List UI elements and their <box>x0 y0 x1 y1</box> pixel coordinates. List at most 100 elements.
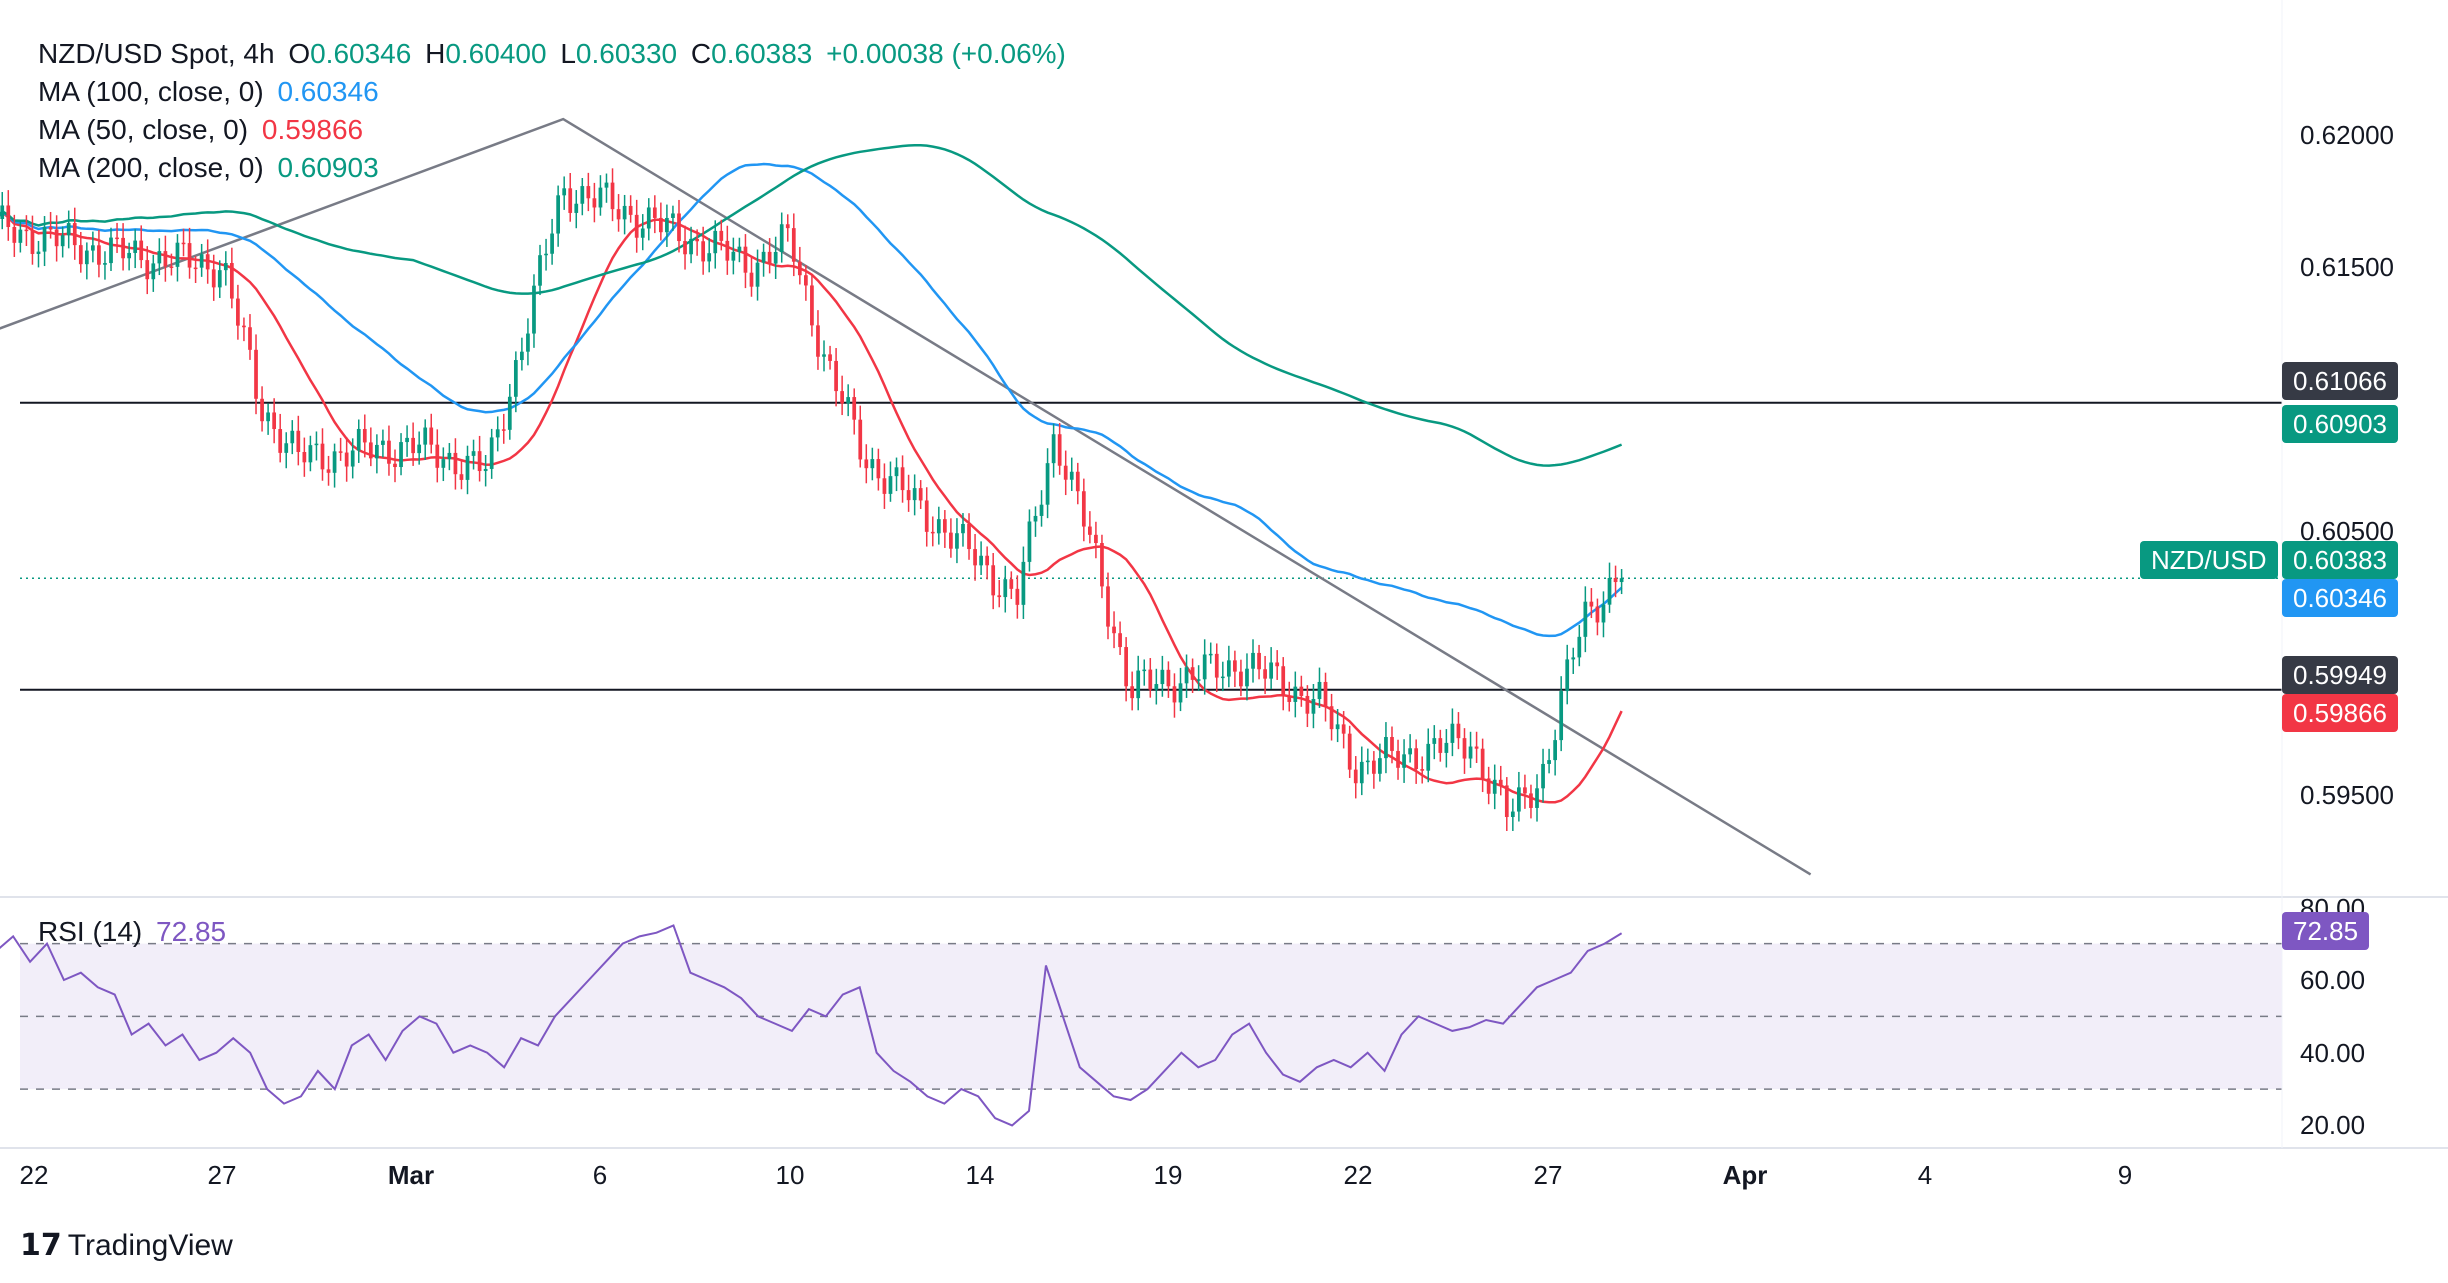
candle-body <box>683 241 687 255</box>
x-tick-10: 10 <box>775 1160 805 1190</box>
candle-body <box>743 246 748 273</box>
candle-body <box>453 452 458 475</box>
candle-body <box>973 549 977 566</box>
candle-body <box>193 267 198 270</box>
candle-body <box>495 429 500 438</box>
high-label: H <box>425 38 446 69</box>
rsi-legend[interactable]: RSI (14) 72.85 <box>38 914 232 950</box>
candle-body <box>151 263 156 280</box>
candle-body <box>719 230 724 241</box>
candle-body <box>779 224 784 252</box>
candle-body <box>846 397 851 404</box>
candle-body <box>242 325 246 328</box>
candle-body <box>598 187 603 208</box>
candle-body <box>1021 561 1026 605</box>
candle-body <box>429 427 434 445</box>
candle-body <box>1541 763 1545 789</box>
symbol-title: NZD/USD Spot, 4h <box>38 38 275 69</box>
x-tick-9: 9 <box>2117 1160 2133 1190</box>
rsi-label: RSI (14) <box>38 916 143 947</box>
ma200-legend[interactable]: MA (200, close, 0) 0.60903 <box>38 150 385 186</box>
ma200-value: 0.60903 <box>277 152 379 183</box>
high-value: 0.60400 <box>445 38 547 69</box>
candle-body <box>876 459 881 479</box>
candle-body <box>199 254 204 268</box>
candle-body <box>1106 586 1110 627</box>
candle-body <box>900 467 905 491</box>
candle-body <box>127 252 131 259</box>
candle-body <box>1172 686 1177 703</box>
candle-body <box>1335 724 1340 730</box>
candle-body <box>103 263 107 265</box>
candle-body <box>1565 659 1570 692</box>
candle-body <box>912 488 917 501</box>
candle-body <box>1571 657 1576 660</box>
candle-body <box>1208 653 1213 656</box>
candle-body <box>211 269 216 288</box>
ma50-label: MA (50, close, 0) <box>38 114 249 145</box>
candle-body <box>344 452 349 467</box>
trendline <box>0 117 1812 876</box>
candle-body <box>109 237 113 264</box>
candle-body <box>133 240 138 253</box>
candle-body <box>447 452 452 460</box>
candle-body <box>169 266 174 268</box>
candle-body <box>368 442 373 459</box>
candle-body <box>302 452 307 463</box>
candle-body <box>411 437 415 454</box>
ma50-value: 0.59866 <box>261 114 364 145</box>
trendline-path <box>0 117 1812 876</box>
candle-body <box>1281 666 1286 697</box>
candle-body <box>1269 662 1274 679</box>
candle-body <box>1559 691 1564 741</box>
candle-body <box>115 237 119 240</box>
candle-body <box>1535 788 1539 808</box>
candle-body <box>0 205 5 219</box>
ma50-legend[interactable]: MA (50, close, 0) 0.59866 <box>38 112 369 148</box>
candle-body <box>870 459 875 469</box>
candle-body <box>1595 606 1600 623</box>
candle-body <box>236 298 240 326</box>
candle-body <box>1456 723 1461 739</box>
candle-body <box>121 237 125 259</box>
candle-body <box>1142 669 1147 672</box>
moving-averages <box>0 143 1623 804</box>
candle-body <box>1359 761 1364 784</box>
candle-body <box>804 275 808 286</box>
candle-body <box>1112 626 1116 634</box>
low-label: L <box>560 38 576 69</box>
x-tick-6: 6 <box>592 1160 608 1190</box>
candle-body <box>918 488 923 501</box>
candle-body <box>97 245 101 265</box>
candle-body <box>562 188 567 196</box>
candle-body <box>501 429 506 431</box>
candle-body <box>1130 686 1135 699</box>
candle-body <box>417 444 422 454</box>
candle-body <box>1154 684 1159 690</box>
support-price-label: 0.59949 <box>2282 656 2398 694</box>
candle-body <box>272 412 277 430</box>
candle-body <box>260 398 264 422</box>
candle-body <box>1510 811 1515 818</box>
candle-body <box>942 519 947 533</box>
candle-body <box>828 354 832 361</box>
rsi-tick-40: 40.00 <box>2300 1038 2366 1068</box>
rsi-line <box>0 924 1623 1127</box>
candle-body <box>991 565 996 596</box>
open-label: O <box>288 38 311 69</box>
candle-body <box>332 451 337 473</box>
candle-body <box>60 235 65 247</box>
candle-body <box>435 444 440 468</box>
candle-body <box>1257 652 1261 670</box>
candle-body <box>1166 669 1171 687</box>
x-tick-22-mar: 22 <box>1343 1160 1373 1190</box>
candle-body <box>640 228 645 238</box>
candle-body <box>737 246 742 252</box>
candle-body <box>1239 671 1243 687</box>
candle-body <box>955 533 959 549</box>
tradingview-logo[interactable]: 17 TradingView <box>20 1228 233 1263</box>
candle-body <box>646 207 651 229</box>
candle-body <box>1160 669 1165 685</box>
ma100-legend[interactable]: MA (100, close, 0) 0.60346 <box>38 74 385 110</box>
candle-body <box>1474 746 1479 749</box>
